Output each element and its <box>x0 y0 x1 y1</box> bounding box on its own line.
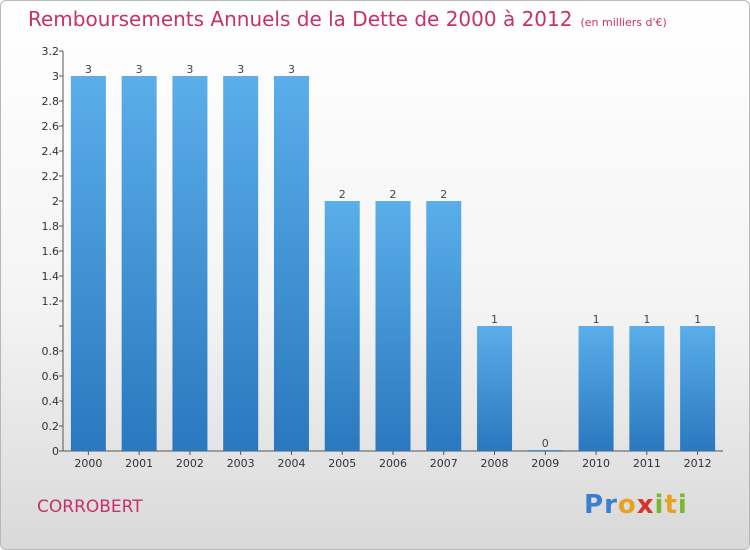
data-label: 1 <box>694 313 701 326</box>
y-tick-label: 3 <box>52 70 59 83</box>
x-tick-label: 2007 <box>430 457 458 470</box>
x-tick-label: 2003 <box>227 457 255 470</box>
town-name: CORROBERT <box>37 497 143 517</box>
bars: 3 3 3 3 3 2 2 2 1 0 1 1 1 <box>70 63 716 451</box>
axes: 00.20.40.60.81.21.41.61.822.22.42.62.833… <box>42 45 723 470</box>
y-tick-label: 0 <box>52 445 59 458</box>
y-tick-label: 0.2 <box>42 420 60 433</box>
y-tick-label: 1.6 <box>42 245 60 258</box>
bar <box>680 326 716 451</box>
y-tick-label: 0.4 <box>42 395 60 408</box>
y-tick-label: 2.2 <box>42 170 60 183</box>
bar <box>121 76 157 451</box>
y-tick-label: 0.6 <box>42 370 60 383</box>
data-label: 3 <box>85 63 92 76</box>
x-tick-label: 2011 <box>633 457 661 470</box>
data-label: 3 <box>288 63 295 76</box>
data-label: 1 <box>593 313 600 326</box>
y-tick-label: 1.2 <box>42 295 60 308</box>
y-tick-label: 0.8 <box>42 345 60 358</box>
data-label: 3 <box>186 63 193 76</box>
data-label: 2 <box>339 188 346 201</box>
bar <box>578 326 614 451</box>
chart-title: Remboursements Annuels de la Dette de 20… <box>28 7 667 31</box>
bar <box>629 326 665 451</box>
bar <box>477 326 513 451</box>
x-tick-label: 2008 <box>481 457 509 470</box>
data-label: 3 <box>237 63 244 76</box>
chart-title-text: Remboursements Annuels de la Dette de 20… <box>28 7 573 31</box>
x-tick-label: 2009 <box>531 457 559 470</box>
x-tick-label: 2006 <box>379 457 407 470</box>
x-tick-label: 2010 <box>582 457 610 470</box>
x-tick-label: 2004 <box>277 457 305 470</box>
y-tick-label: 2 <box>52 195 59 208</box>
bar <box>70 76 106 451</box>
proxiti-logo: Proxiti <box>584 490 688 520</box>
data-label: 3 <box>136 63 143 76</box>
bar <box>172 76 208 451</box>
bar <box>273 76 309 451</box>
bar <box>426 201 462 451</box>
y-tick-label: 1.4 <box>42 270 60 283</box>
y-tick-label: 1.8 <box>42 220 60 233</box>
chart-unit: (en milliers d'€) <box>580 16 667 29</box>
x-tick-label: 2005 <box>328 457 356 470</box>
bar <box>223 76 259 451</box>
x-tick-label: 2000 <box>74 457 102 470</box>
y-tick-label: 2.6 <box>42 120 60 133</box>
data-label: 0 <box>542 437 549 450</box>
y-tick-label: 3.2 <box>42 45 60 58</box>
x-tick-label: 2012 <box>684 457 712 470</box>
bar <box>375 201 411 451</box>
data-label: 1 <box>491 313 498 326</box>
bar <box>324 201 360 451</box>
data-label: 1 <box>643 313 650 326</box>
x-tick-label: 2001 <box>125 457 153 470</box>
y-tick-label: 2.8 <box>42 95 60 108</box>
data-label: 2 <box>390 188 397 201</box>
x-tick-label: 2002 <box>176 457 204 470</box>
data-label: 2 <box>440 188 447 201</box>
bar <box>527 450 563 451</box>
y-tick-label: 2.4 <box>42 145 60 158</box>
